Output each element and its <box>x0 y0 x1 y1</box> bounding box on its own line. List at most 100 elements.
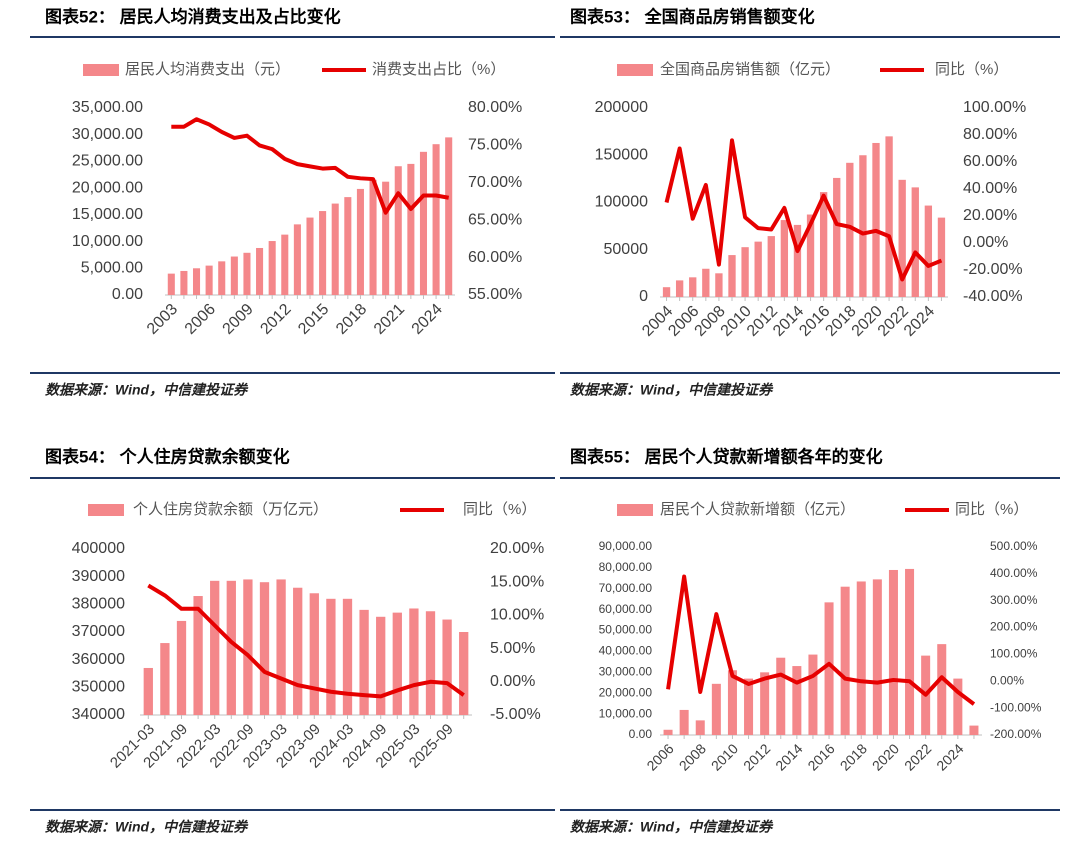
y-tick-label: 350000 <box>72 679 125 696</box>
x-tick-label: 2006 <box>643 740 676 773</box>
legend-label: 同比（%） <box>463 501 536 518</box>
legend-swatch <box>88 504 124 516</box>
x-tick-label: 2018 <box>333 301 370 338</box>
y-tick-label: 0.00 <box>629 727 653 741</box>
y2-tick-label: 5.00% <box>490 640 535 657</box>
bar <box>419 151 428 295</box>
y2-tick-label: 400.00% <box>990 566 1038 580</box>
legend-label: 居民个人贷款新增额（亿元） <box>660 501 855 518</box>
y-tick-label: 200000 <box>595 99 648 116</box>
y2-tick-label: 55.00% <box>468 286 522 303</box>
bar <box>407 163 415 295</box>
legend-label: 全国商品房销售额（亿元） <box>660 60 840 78</box>
legend-label: 同比（%） <box>955 501 1028 518</box>
bar <box>711 683 721 735</box>
legend-swatch <box>617 64 653 76</box>
y-tick-label: 5,000.00 <box>81 260 143 277</box>
bar <box>459 632 469 715</box>
bar <box>382 181 390 295</box>
bar <box>888 569 898 735</box>
bar <box>192 268 201 295</box>
legend-label: 个人住房贷款余额（万亿元） <box>133 500 328 518</box>
y2-tick-label: 0.00% <box>490 673 535 690</box>
bar <box>872 142 880 297</box>
bar <box>885 136 893 297</box>
bar <box>663 729 673 735</box>
y2-tick-label: 65.00% <box>468 211 522 228</box>
bar <box>744 678 754 735</box>
y-tick-label: 30,000.00 <box>72 126 143 143</box>
source-note: 数据来源：Wind，中信建投证券 <box>45 382 249 398</box>
bar <box>344 197 352 295</box>
y-tick-label: 15,000.00 <box>72 206 143 223</box>
bar <box>662 287 671 297</box>
source-note: 数据来源：Wind，中信建投证券 <box>45 819 249 835</box>
bar <box>356 188 364 295</box>
y-tick-label: 25,000.00 <box>72 153 143 170</box>
y2-tick-label: 80.00% <box>963 126 1017 143</box>
x-tick-label: 2003 <box>144 301 181 338</box>
bar <box>702 268 710 297</box>
y-tick-label: 0.00 <box>112 286 143 303</box>
bar <box>905 568 915 735</box>
bar <box>898 179 906 297</box>
bar <box>180 270 188 295</box>
x-tick-label: 2015 <box>295 301 332 338</box>
y2-tick-label: 70.00% <box>468 174 522 191</box>
y-tick-label: 360000 <box>72 651 125 668</box>
y2-tick-label: -20.00% <box>963 261 1023 278</box>
bar <box>969 725 979 735</box>
y-tick-label: 370000 <box>72 623 125 640</box>
bar <box>911 187 919 297</box>
bar <box>309 593 319 715</box>
y-tick-label: 50,000.00 <box>599 623 653 637</box>
bar <box>143 667 153 715</box>
y2-tick-label: 80.00% <box>468 99 522 116</box>
y-tick-label: 50000 <box>604 241 649 258</box>
x-tick-label: 2009 <box>220 301 257 338</box>
bar <box>409 608 419 715</box>
bar <box>728 255 736 297</box>
figure-title: 图表55： 居民个人贷款新增额各年的变化 <box>570 446 883 466</box>
x-tick-label: 2022 <box>901 740 934 773</box>
y-tick-label: 70,000.00 <box>599 581 653 595</box>
y2-tick-label: 0.00% <box>990 673 1024 687</box>
bar <box>679 709 689 735</box>
x-tick-label: 2024 <box>901 303 938 340</box>
bar <box>326 598 336 715</box>
y2-tick-label: 40.00% <box>963 180 1017 197</box>
y2-tick-label: 100.00% <box>990 647 1038 661</box>
bar <box>243 579 253 715</box>
y-tick-label: 30,000.00 <box>599 665 653 679</box>
y-tick-label: 380000 <box>72 596 125 613</box>
bar <box>167 273 175 295</box>
x-tick-label: 2024 <box>933 740 966 773</box>
bar <box>754 241 762 297</box>
bar <box>176 620 187 715</box>
bar <box>268 241 276 295</box>
x-tick-label: 2008 <box>676 740 709 773</box>
x-tick-label: 2020 <box>869 740 902 773</box>
legend-swatch <box>83 64 119 76</box>
y2-tick-label: 300.00% <box>990 593 1038 607</box>
bar <box>293 587 303 715</box>
x-tick-label: 2014 <box>772 740 805 773</box>
y-tick-label: 340000 <box>72 706 125 723</box>
bar <box>210 580 220 715</box>
bar <box>425 611 436 715</box>
x-tick-label: 2016 <box>804 740 837 773</box>
y2-tick-label: 60.00% <box>468 249 522 266</box>
y2-tick-label: -5.00% <box>490 706 541 723</box>
y-tick-label: 390000 <box>72 568 125 585</box>
bar <box>776 657 786 735</box>
y-tick-label: 40,000.00 <box>599 644 653 658</box>
y-tick-label: 90,000.00 <box>599 539 653 553</box>
y2-tick-label: 20.00% <box>490 540 544 557</box>
y-tick-label: 10,000.00 <box>72 233 143 250</box>
bar <box>218 261 226 295</box>
bar <box>859 155 867 297</box>
line <box>666 574 976 706</box>
bar <box>792 666 802 735</box>
bar <box>856 581 866 735</box>
